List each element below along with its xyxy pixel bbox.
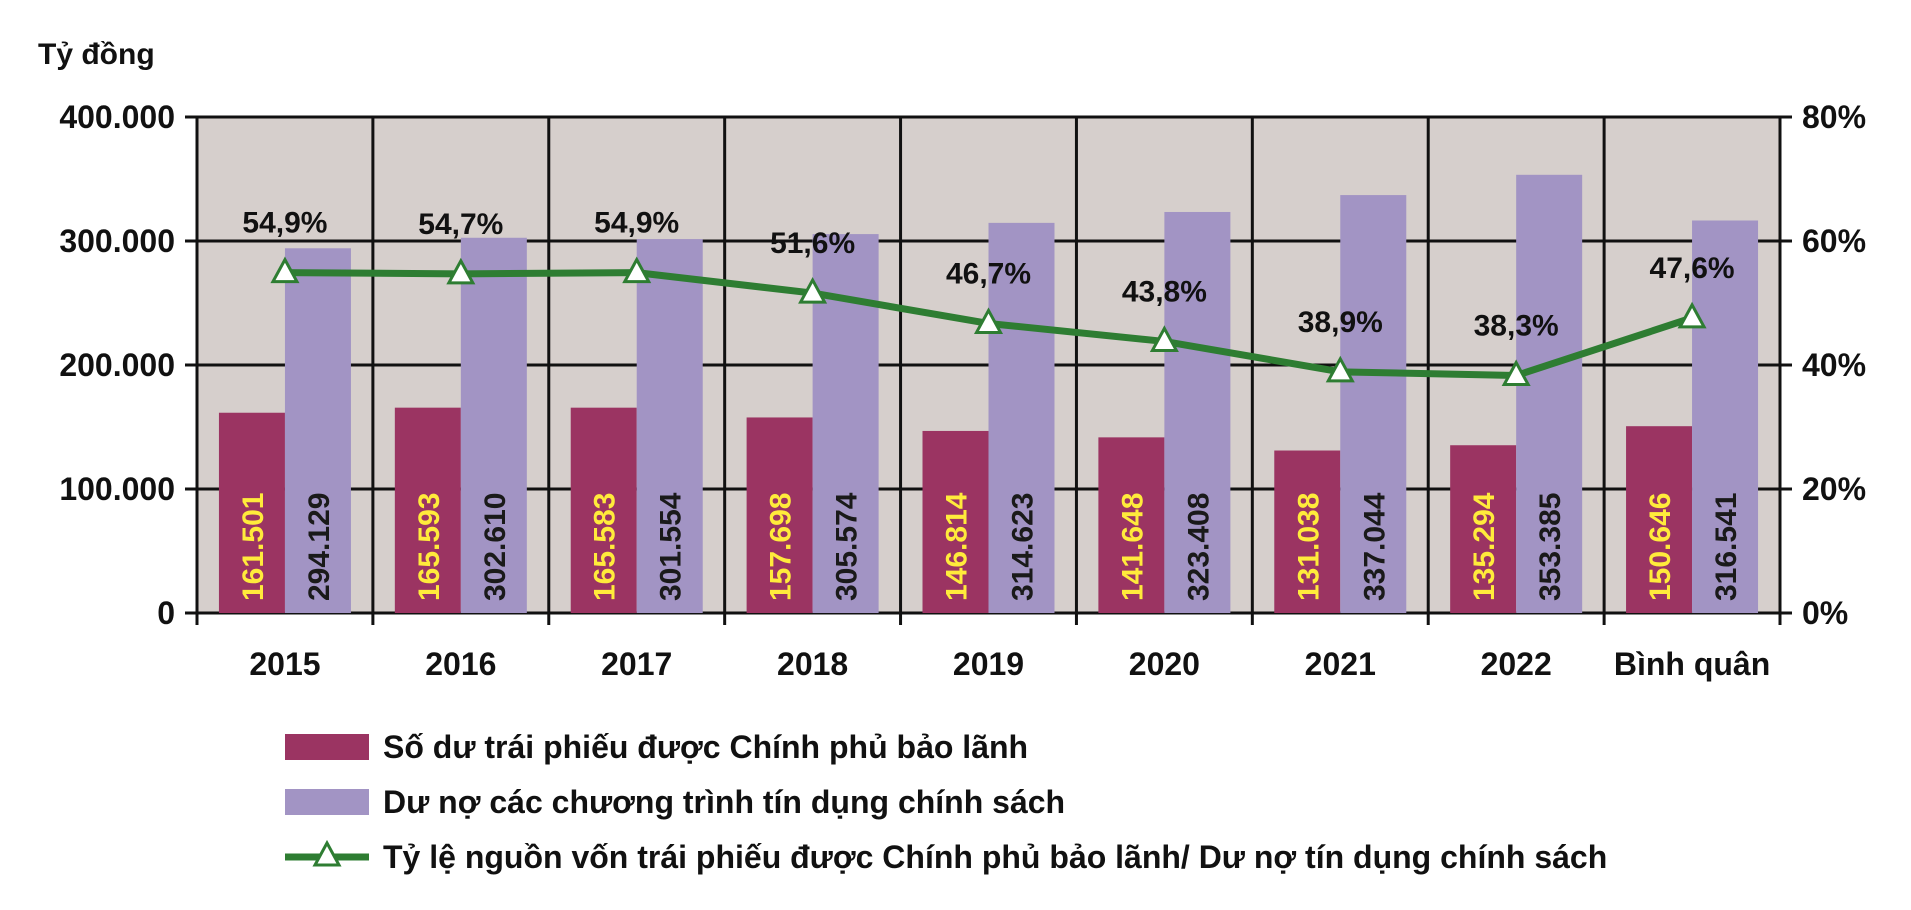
data-label-credit: 314.623 xyxy=(1007,493,1040,601)
x-tick-label: 2022 xyxy=(1481,646,1552,682)
x-tick-label: 2021 xyxy=(1305,646,1376,682)
ratio-marker xyxy=(798,276,828,304)
combo-chart: 0 100.000 200.000 300.000 400.000 0% 20% 40% 60%… xyxy=(59,99,1866,682)
bar-credit xyxy=(1516,174,1583,613)
bar-credit xyxy=(284,248,351,614)
bar-credit xyxy=(1340,195,1407,614)
ratio-marker xyxy=(973,307,1004,334)
y-tick-label: 100.000 xyxy=(59,471,175,507)
legend-item-credit: Dư nợ các chương trình tín dụng chính sá… xyxy=(285,777,1685,827)
ratio-marker xyxy=(446,257,476,285)
data-label-credit: 353.385 xyxy=(1534,493,1567,601)
y-tick-label: 300.000 xyxy=(59,223,175,259)
y-axis-title: Tỷ đồng xyxy=(38,38,155,71)
data-label-bonds: 146.814 xyxy=(941,492,974,601)
ratio-marker xyxy=(1149,325,1179,352)
data-label-credit: 316.541 xyxy=(1710,493,1743,601)
legend-swatch-ratio xyxy=(285,839,369,867)
y2-tick-label: 80% xyxy=(1802,99,1866,135)
legend-swatch-bonds xyxy=(285,734,369,760)
legend-item-bonds: Số dư trái phiếu được Chính phủ bảo lãnh xyxy=(285,722,1685,772)
bar-bonds xyxy=(394,407,461,613)
data-label-bonds: 157.698 xyxy=(765,493,798,601)
y2-tick-label: 20% xyxy=(1802,471,1866,507)
ratio-marker xyxy=(270,256,300,284)
y2-tick-label: 40% xyxy=(1802,347,1866,383)
data-label-credit: 337.044 xyxy=(1358,492,1391,601)
bar-bonds xyxy=(570,407,637,613)
data-label-bonds: 131.038 xyxy=(1292,493,1325,601)
x-tick-label: 2016 xyxy=(425,646,496,682)
x-tick-label: 2020 xyxy=(1129,646,1200,682)
legend-item-ratio: Tỷ lệ nguồn vốn trái phiếu được Chính ph… xyxy=(285,832,1685,882)
bar-bonds xyxy=(1626,426,1693,613)
x-tick-label: 2015 xyxy=(249,646,320,682)
bar-credit xyxy=(460,237,527,613)
ratio-label: 54,7% xyxy=(418,208,503,241)
y2-tick-label: 0% xyxy=(1802,595,1848,631)
bar-bonds xyxy=(1274,450,1341,613)
data-label-bonds: 150.646 xyxy=(1644,493,1677,601)
ratio-marker xyxy=(1677,301,1707,329)
x-tick-label: 2017 xyxy=(601,646,672,682)
y2-tick-label: 60% xyxy=(1802,223,1866,259)
legend-swatch-credit xyxy=(285,789,369,815)
ratio-label: 54,9% xyxy=(242,207,327,240)
data-label-bonds: 141.648 xyxy=(1116,493,1149,601)
data-label-credit: 294.129 xyxy=(303,493,336,601)
bar-bonds xyxy=(746,417,813,613)
y-tick-label: 200.000 xyxy=(59,347,175,383)
data-label-credit: 301.554 xyxy=(655,492,688,601)
ratio-label: 51,6% xyxy=(770,227,855,260)
ratio-label: 38,9% xyxy=(1298,306,1383,339)
ratio-marker xyxy=(622,256,652,284)
data-label-credit: 323.408 xyxy=(1182,493,1215,601)
bar-bonds xyxy=(922,430,989,613)
ratio-label: 43,8% xyxy=(1122,275,1207,308)
ratio-label: 54,9% xyxy=(594,207,679,240)
bar-credit xyxy=(1692,220,1759,613)
bar-credit xyxy=(636,239,703,613)
bar-bonds xyxy=(1450,445,1517,613)
ratio-label: 38,3% xyxy=(1474,310,1559,343)
ratio-label: 46,7% xyxy=(946,257,1031,290)
legend-label-credit: Dư nợ các chương trình tín dụng chính sá… xyxy=(383,783,1066,820)
data-label-bonds: 165.583 xyxy=(589,493,622,601)
x-tick-label: 2018 xyxy=(777,646,848,682)
bar-bonds xyxy=(218,412,285,613)
data-label-bonds: 165.593 xyxy=(413,493,446,601)
bar-bonds xyxy=(1098,437,1165,613)
y-tick-label: 400.000 xyxy=(59,99,175,135)
x-tick-label: 2019 xyxy=(953,646,1024,682)
ratio-marker xyxy=(1501,359,1531,387)
ratio-label: 47,6% xyxy=(1650,252,1735,285)
data-label-credit: 302.610 xyxy=(479,493,512,601)
ratio-marker xyxy=(1325,355,1355,383)
bar-credit xyxy=(988,222,1055,613)
data-label-bonds: 161.501 xyxy=(237,493,270,601)
data-label-credit: 305.574 xyxy=(831,492,864,601)
bar-credit xyxy=(1164,211,1231,614)
legend-label-ratio: Tỷ lệ nguồn vốn trái phiếu được Chính ph… xyxy=(383,838,1608,875)
legend-label-bonds: Số dư trái phiếu được Chính phủ bảo lãnh xyxy=(383,728,1029,765)
data-label-bonds: 135.294 xyxy=(1468,492,1501,601)
y-tick-label: 0 xyxy=(157,595,175,631)
x-tick-label: Bình quân xyxy=(1614,646,1770,682)
